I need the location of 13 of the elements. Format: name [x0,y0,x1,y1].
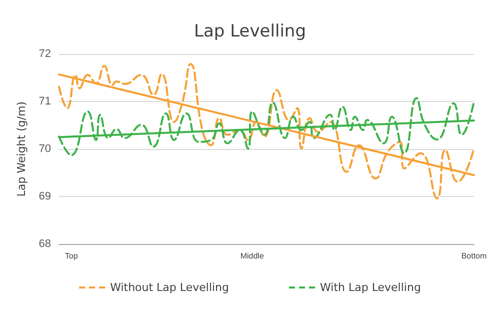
y-tick-label: 70 [38,143,51,155]
y-tick-label: 72 [38,48,51,60]
y-tick-label: 71 [38,96,51,108]
legend-label: With Lap Levelling [320,281,421,294]
line-series [58,62,475,200]
x-tick-label: Bottom [461,252,488,260]
x-tick-label: Top [64,252,78,260]
y-tick-label: 68 [38,238,51,250]
legend-label: Without Lap Levelling [110,281,230,294]
x-tick-label: Middle [240,252,264,260]
y-tick-label: 69 [38,190,51,202]
y-axis-title: Lap Weight (g/m) [15,101,28,197]
chart-title: Lap Levelling [194,22,306,42]
